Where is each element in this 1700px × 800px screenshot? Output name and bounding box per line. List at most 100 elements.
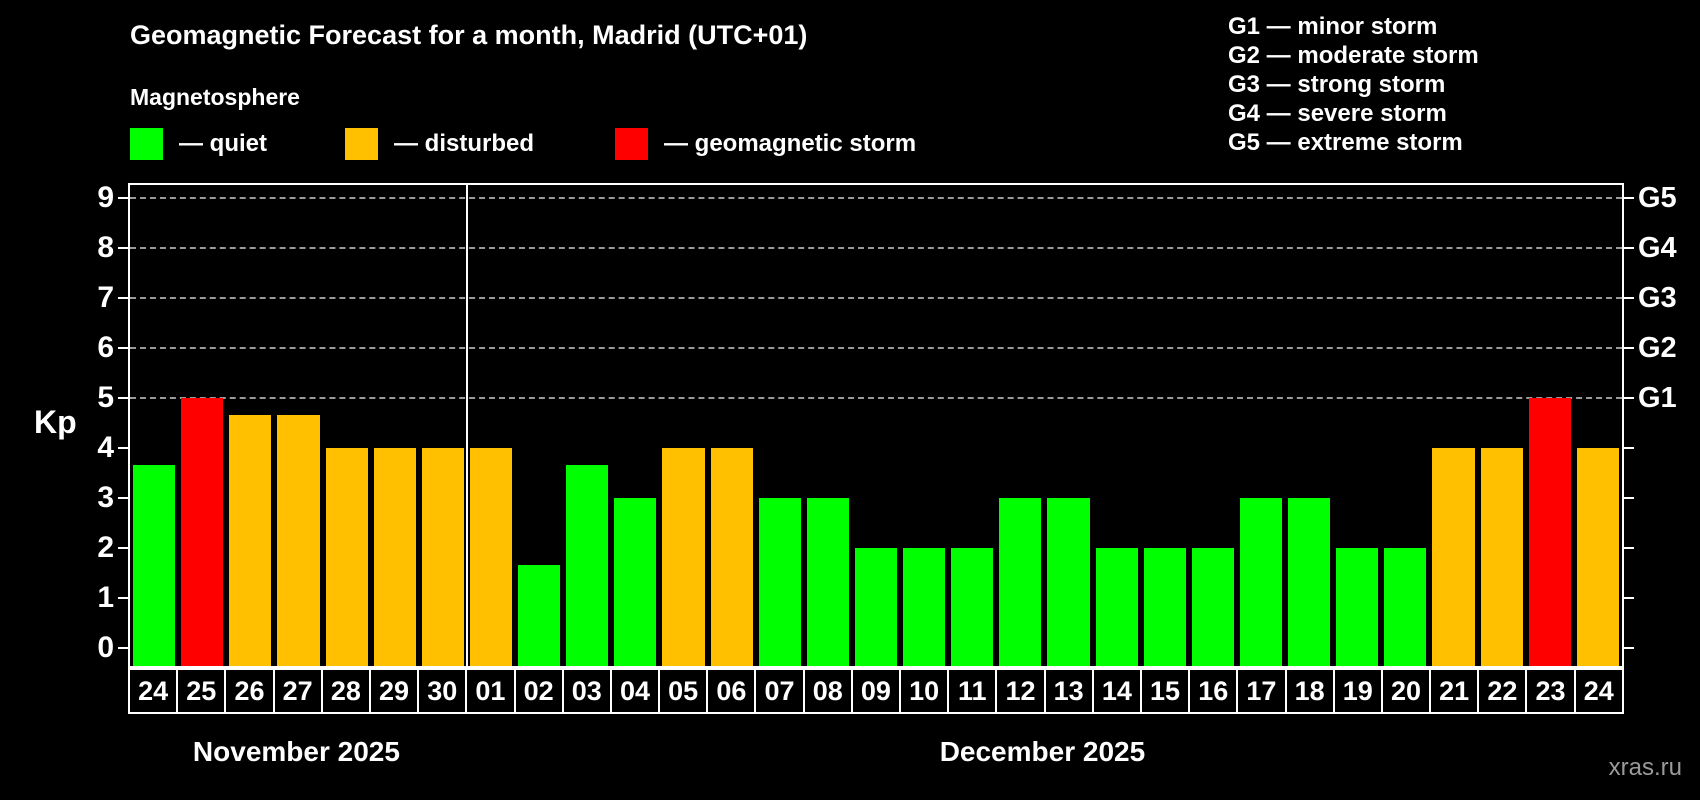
legend-label-storm: — geomagnetic storm [664,130,917,157]
bar-day-20-dec [1384,548,1427,666]
day-label-27: 27 [272,668,323,714]
y-axis-label-6: 6 [97,331,114,364]
bar-day-11-dec [951,548,994,666]
day-label-15: 15 [1139,668,1191,714]
bar-day-13-dec [1047,498,1090,666]
storm-scale-item-g2: G2 — moderate storm [1228,42,1479,69]
bar-day-08-dec [806,498,849,666]
y-tick-right-3 [1624,497,1634,499]
storm-scale-item-g4: G4 — severe storm [1228,100,1447,127]
day-label-17: 17 [1236,668,1287,714]
bar-day-29-nov [373,448,416,666]
y-axis-label-8: 8 [97,231,114,264]
bar-day-04-dec [614,498,657,666]
bar-day-05-dec [662,448,705,666]
y-axis-label-7: 7 [97,281,114,314]
right-axis-label-g1: G1 [1638,382,1677,414]
y-tick-right-5 [1624,397,1634,399]
watermark: xras.ru [1608,754,1682,781]
month-label-november: November 2025 [192,736,400,767]
right-axis-label-g5: G5 [1638,182,1677,214]
bar-day-21-dec [1432,448,1475,666]
y-axis-title: Kp [34,404,77,440]
bar-day-24-nov [133,464,176,666]
y-tick-left-0 [118,647,128,649]
day-label-14: 14 [1091,668,1142,714]
y-tick-left-1 [118,597,128,599]
gridline-kp8 [130,247,1622,249]
bar-day-27-nov [277,414,320,666]
month-separator [465,185,468,666]
bar-day-17-dec [1239,498,1283,666]
day-label-30: 30 [417,668,468,714]
bar-day-10-dec [903,548,946,666]
y-axis-label-2: 2 [97,531,114,564]
bar-day-15-dec [1143,548,1186,666]
bar-day-16-dec [1191,548,1234,666]
bar-day-18-dec [1288,498,1331,666]
chart-subtitle: Magnetosphere [130,84,300,110]
day-label-03: 03 [561,668,612,714]
bar-day-19-dec [1336,548,1379,666]
gridline-kp9 [130,197,1622,199]
bar-day-23-dec [1528,398,1571,666]
legend-item-quiet: — quiet [130,128,267,160]
right-axis-label-g3: G3 [1638,282,1677,314]
gridline-kp7 [130,297,1622,299]
y-tick-right-8 [1624,247,1634,249]
bar-day-01-dec [469,448,513,666]
day-label-25: 25 [176,668,227,714]
day-label-08: 08 [802,668,853,714]
day-label-28: 28 [320,668,371,714]
storm-scale-item-g5: G5 — extreme storm [1228,129,1463,156]
bar-day-30-nov [421,448,464,666]
legend-item-disturbed: — disturbed [345,128,534,160]
bar-day-06-dec [710,448,753,666]
legend-swatch-storm-icon [615,128,648,160]
y-tick-right-4 [1624,447,1634,449]
day-label-20: 20 [1380,668,1432,714]
bar-day-24-dec [1576,448,1619,666]
bar-day-25-nov [181,398,224,666]
bar-day-26-nov [229,414,272,666]
legend-label-quiet: — quiet [179,130,267,157]
y-tick-right-9 [1624,197,1634,199]
bar-day-09-dec [854,548,898,666]
day-label-24: 24 [1573,668,1624,714]
y-tick-left-4 [118,447,128,449]
y-tick-right-7 [1624,297,1634,299]
day-label-09: 09 [850,668,901,714]
chart-title: Geomagnetic Forecast for a month, Madrid… [130,20,808,50]
day-label-24: 24 [128,668,179,714]
day-label-12: 12 [995,668,1046,714]
y-axis-label-3: 3 [97,481,114,514]
day-label-05: 05 [658,668,709,714]
y-axis-label-1: 1 [97,581,114,614]
y-tick-right-6 [1624,347,1634,349]
color-legend: — quiet — disturbed — geomagnetic storm [0,128,1700,164]
y-tick-left-7 [118,297,128,299]
bar-day-02-dec [518,564,561,666]
y-tick-left-3 [118,497,128,499]
day-label-16: 16 [1188,668,1239,714]
plot-area [118,183,1634,668]
y-tick-left-6 [118,347,128,349]
storm-scale-item-g3: G3 — strong storm [1228,71,1446,98]
y-axis-label-9: 9 [97,181,114,214]
day-label-23: 23 [1525,668,1576,714]
day-label-26: 26 [224,668,275,714]
day-label-04: 04 [609,668,661,714]
day-label-21: 21 [1429,668,1480,714]
day-label-18: 18 [1284,668,1335,714]
y-tick-right-2 [1624,547,1634,549]
legend-label-disturbed: — disturbed [394,130,535,157]
y-tick-left-9 [118,197,128,199]
bar-day-07-dec [758,498,801,666]
y-tick-left-5 [118,397,128,399]
storm-scale-item-g1: G1 — minor storm [1228,13,1438,40]
y-axis-label-5: 5 [97,381,114,414]
y-tick-right-1 [1624,597,1634,599]
day-label-07: 07 [754,668,805,714]
legend-swatch-disturbed-icon [345,128,378,160]
y-tick-left-8 [118,247,128,249]
